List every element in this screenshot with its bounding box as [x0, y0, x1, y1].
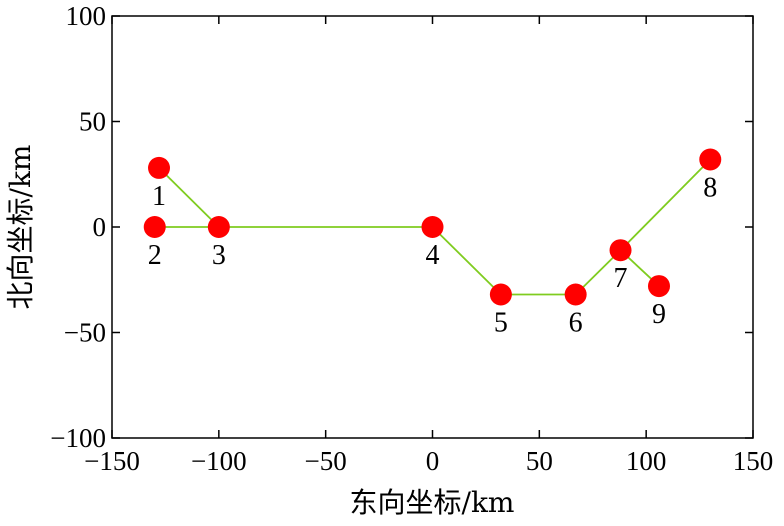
point-label: 1	[152, 181, 166, 212]
x-tick-label: −150	[84, 446, 140, 476]
y-tick-label: 0	[93, 212, 107, 242]
connection-line	[158, 167, 220, 228]
connection-line	[431, 226, 502, 296]
y-tick-label: 50	[79, 107, 106, 137]
point-label: 7	[614, 263, 628, 294]
x-axis-title: 东向坐标/km	[350, 486, 515, 519]
point-label: 8	[703, 172, 717, 203]
point-marker	[207, 216, 230, 238]
point-marker	[699, 148, 722, 171]
connection-line	[619, 158, 711, 251]
y-tick-label: 100	[66, 1, 107, 31]
points	[143, 148, 722, 306]
ticks	[111, 15, 754, 439]
point-label: 4	[426, 240, 440, 271]
point-label: 5	[494, 308, 508, 339]
point-marker	[647, 275, 670, 298]
point-label: 9	[652, 299, 666, 330]
point-labels: 1 2 3 4 5 67 8 9	[148, 172, 718, 338]
point-marker	[564, 283, 587, 306]
point-label: 3	[212, 240, 226, 271]
x-tick-label: 50	[526, 446, 553, 476]
point-marker	[148, 156, 171, 179]
point-label: 6	[569, 308, 583, 339]
point-marker	[609, 239, 632, 262]
x-tick-label: 150	[733, 446, 774, 476]
point-marker	[143, 216, 166, 238]
y-tick-label: −50	[64, 318, 106, 348]
point-label: 2	[148, 240, 162, 271]
y-tick-label: −100	[50, 423, 106, 453]
x-tick-label: 0	[426, 446, 440, 476]
x-tick-label: −100	[191, 446, 247, 476]
x-tick-label: 100	[626, 446, 667, 476]
point-marker	[421, 216, 444, 238]
y-axis-title: 北向坐标/km	[4, 145, 37, 310]
point-marker	[489, 283, 512, 306]
x-tick-label: −50	[305, 446, 347, 476]
